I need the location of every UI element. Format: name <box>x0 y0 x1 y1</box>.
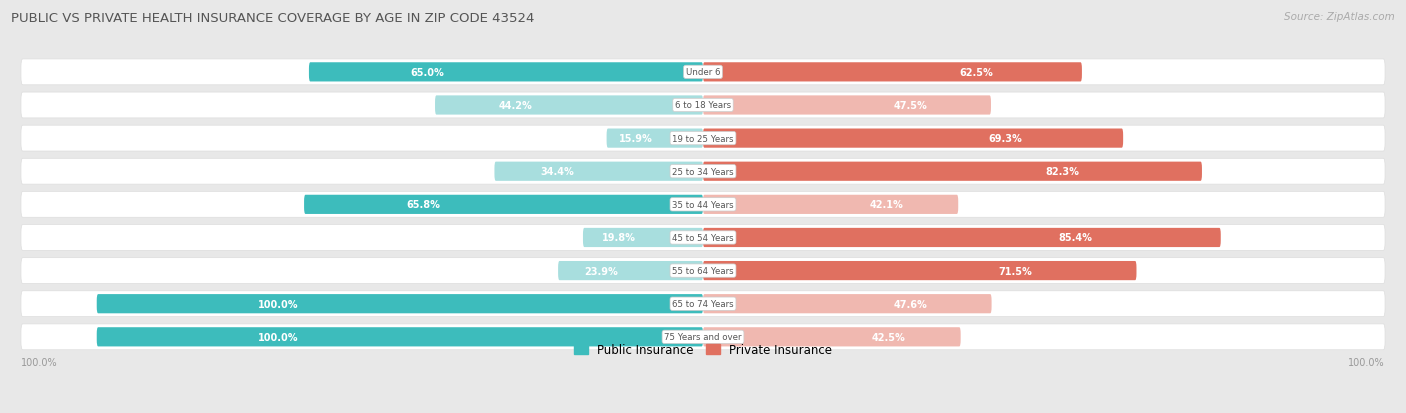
Text: Source: ZipAtlas.com: Source: ZipAtlas.com <box>1284 12 1395 22</box>
FancyBboxPatch shape <box>703 162 1202 181</box>
FancyBboxPatch shape <box>583 228 703 247</box>
Text: 42.5%: 42.5% <box>872 332 905 342</box>
FancyBboxPatch shape <box>21 225 1385 251</box>
Text: 6 to 18 Years: 6 to 18 Years <box>675 101 731 110</box>
FancyBboxPatch shape <box>703 63 1083 82</box>
Legend: Public Insurance, Private Insurance: Public Insurance, Private Insurance <box>569 338 837 361</box>
Text: 65.8%: 65.8% <box>406 200 440 210</box>
FancyBboxPatch shape <box>304 195 703 214</box>
FancyBboxPatch shape <box>703 228 1220 247</box>
Text: 45 to 54 Years: 45 to 54 Years <box>672 233 734 242</box>
FancyBboxPatch shape <box>21 159 1385 185</box>
Text: 34.4%: 34.4% <box>540 167 574 177</box>
FancyBboxPatch shape <box>97 294 703 313</box>
FancyBboxPatch shape <box>703 96 991 115</box>
Text: 65.0%: 65.0% <box>411 68 444 78</box>
FancyBboxPatch shape <box>21 126 1385 152</box>
Text: PUBLIC VS PRIVATE HEALTH INSURANCE COVERAGE BY AGE IN ZIP CODE 43524: PUBLIC VS PRIVATE HEALTH INSURANCE COVER… <box>11 12 534 25</box>
Text: 44.2%: 44.2% <box>499 101 533 111</box>
FancyBboxPatch shape <box>703 294 991 313</box>
Text: 82.3%: 82.3% <box>1045 167 1080 177</box>
FancyBboxPatch shape <box>434 96 703 115</box>
Text: 47.5%: 47.5% <box>893 101 927 111</box>
FancyBboxPatch shape <box>97 328 703 347</box>
Text: 15.9%: 15.9% <box>619 134 652 144</box>
FancyBboxPatch shape <box>703 261 1136 280</box>
Text: 62.5%: 62.5% <box>959 68 993 78</box>
Text: 69.3%: 69.3% <box>988 134 1022 144</box>
Text: 23.9%: 23.9% <box>585 266 619 276</box>
Text: 75 Years and over: 75 Years and over <box>664 332 742 342</box>
Text: 100.0%: 100.0% <box>1348 357 1385 367</box>
FancyBboxPatch shape <box>703 129 1123 148</box>
Text: 25 to 34 Years: 25 to 34 Years <box>672 167 734 176</box>
Text: 47.6%: 47.6% <box>894 299 928 309</box>
FancyBboxPatch shape <box>21 258 1385 284</box>
Text: 42.1%: 42.1% <box>870 200 904 210</box>
FancyBboxPatch shape <box>558 261 703 280</box>
Text: 65 to 74 Years: 65 to 74 Years <box>672 299 734 309</box>
Text: 85.4%: 85.4% <box>1059 233 1092 243</box>
FancyBboxPatch shape <box>606 129 703 148</box>
Text: 55 to 64 Years: 55 to 64 Years <box>672 266 734 275</box>
Text: 100.0%: 100.0% <box>259 299 299 309</box>
Text: 19.8%: 19.8% <box>602 233 636 243</box>
FancyBboxPatch shape <box>21 291 1385 317</box>
FancyBboxPatch shape <box>495 162 703 181</box>
FancyBboxPatch shape <box>21 192 1385 218</box>
FancyBboxPatch shape <box>703 328 960 347</box>
FancyBboxPatch shape <box>703 195 959 214</box>
FancyBboxPatch shape <box>21 93 1385 119</box>
Text: Under 6: Under 6 <box>686 68 720 77</box>
FancyBboxPatch shape <box>309 63 703 82</box>
FancyBboxPatch shape <box>21 60 1385 85</box>
Text: 35 to 44 Years: 35 to 44 Years <box>672 200 734 209</box>
Text: 100.0%: 100.0% <box>21 357 58 367</box>
Text: 19 to 25 Years: 19 to 25 Years <box>672 134 734 143</box>
Text: 71.5%: 71.5% <box>998 266 1032 276</box>
Text: 100.0%: 100.0% <box>259 332 299 342</box>
FancyBboxPatch shape <box>21 324 1385 350</box>
